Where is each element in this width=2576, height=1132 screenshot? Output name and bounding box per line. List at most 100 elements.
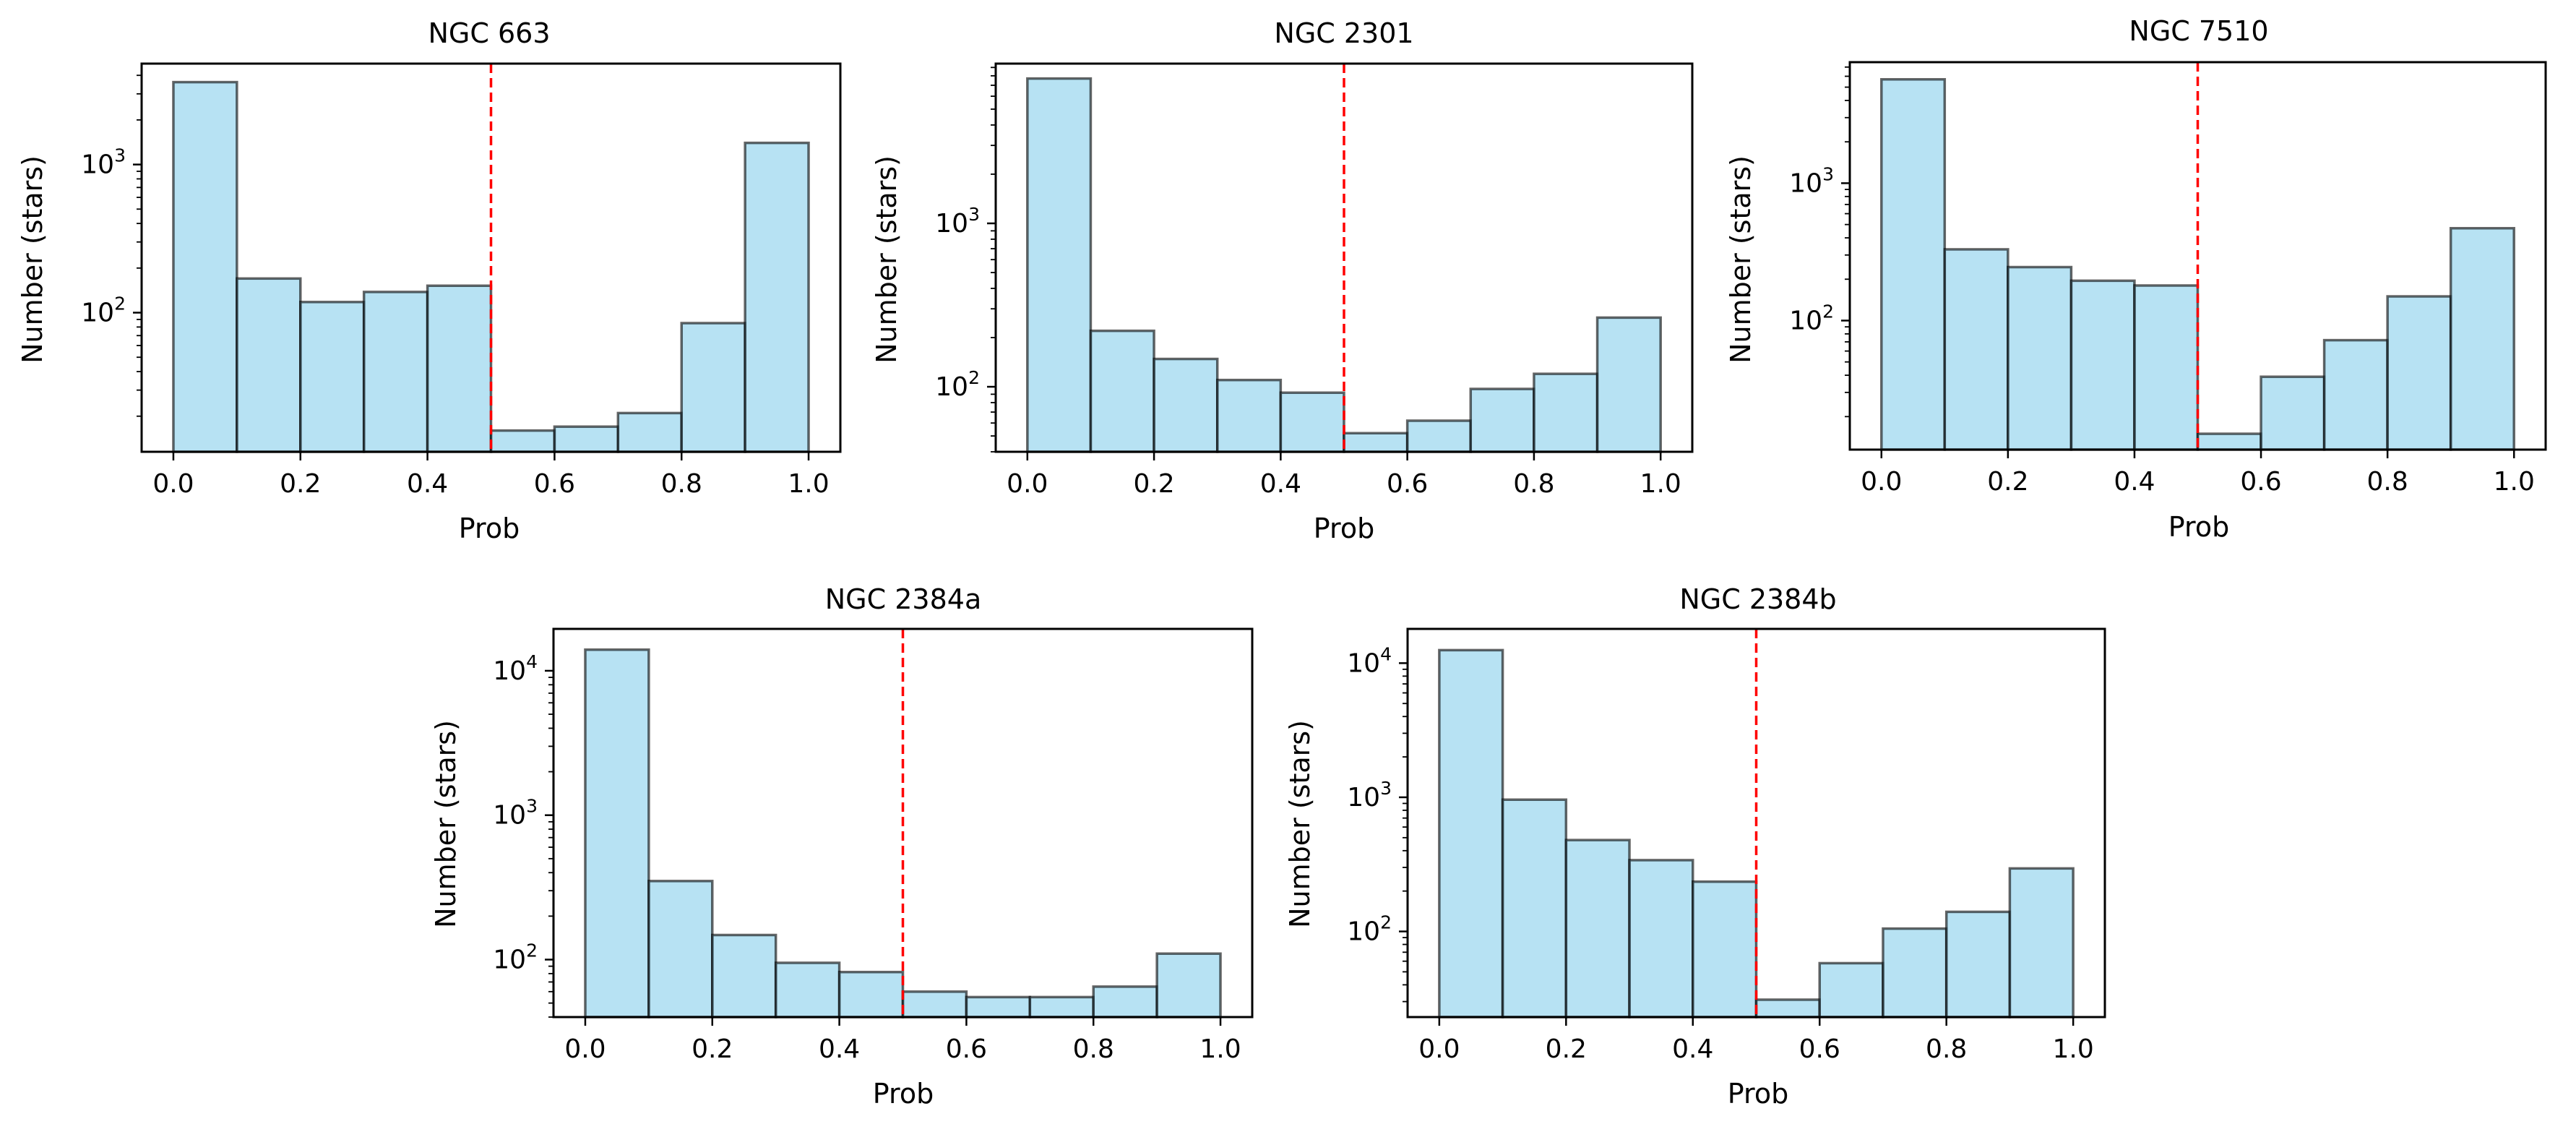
x-tick-label: 0.0	[152, 469, 194, 499]
panel-title: NGC 2384a	[825, 583, 981, 615]
x-tick-label: 0.0	[1007, 469, 1048, 499]
histogram-bar	[1028, 995, 1095, 1019]
y-tick-label: 102	[81, 293, 126, 328]
x-tick-label: 0.8	[1926, 1034, 1967, 1064]
y-tick-label: 103	[1789, 163, 1834, 198]
panel-title: NGC 663	[428, 17, 550, 49]
x-tick-label: 0.2	[280, 469, 321, 499]
histogram-bar	[1595, 316, 1662, 453]
histogram-bar	[2007, 265, 2073, 451]
x-tick-label: 0.6	[946, 1034, 987, 1064]
panel-title: NGC 2384b	[1679, 583, 1836, 615]
x-tick-label: 0.8	[1073, 1034, 1114, 1064]
y-axis-label: Number (stars)	[17, 155, 48, 364]
histogram-bar	[1343, 432, 1409, 453]
histogram-bar	[553, 425, 620, 453]
y-axis-label: Number (stars)	[1725, 155, 1757, 364]
histogram-bar	[837, 970, 905, 1019]
histogram-bar	[1438, 648, 1504, 1019]
x-tick-label: 0.8	[661, 469, 702, 499]
x-tick-label: 1.0	[2053, 1034, 2094, 1064]
y-tick-label: 102	[935, 367, 980, 402]
histogram-bar	[1501, 798, 1568, 1019]
y-tick-label: 103	[493, 796, 538, 831]
histogram-bar	[1469, 387, 1535, 453]
histogram-bar	[426, 284, 493, 453]
histogram-bar	[774, 961, 841, 1019]
histogram-bar	[616, 411, 683, 453]
x-tick-label: 0.8	[2367, 467, 2408, 497]
histogram-bar	[1754, 998, 1821, 1019]
histogram-bar	[1628, 859, 1694, 1019]
histogram-bar	[1153, 357, 1219, 453]
y-tick-label: 103	[81, 145, 126, 180]
panel-title: NGC 7510	[2129, 15, 2268, 47]
histogram-bar	[1818, 961, 1884, 1019]
y-axis-label: Number (stars)	[430, 720, 462, 928]
y-tick-label: 102	[1789, 301, 1834, 335]
x-axis-label: Prob	[459, 513, 520, 544]
panel-ngc-7510: NGC 7510 Prob Number (stars) 0.0 0.2 0.4 0.…	[1725, 15, 2547, 543]
x-axis-label: Prob	[1314, 513, 1374, 544]
histogram-bar	[744, 141, 810, 453]
panel-ngc-2301: NGC 2301 Prob Number (stars) 0.0 0.2 0.4 0.…	[871, 17, 1694, 544]
histogram-bar	[2069, 279, 2136, 451]
histogram-bar	[1944, 910, 2012, 1019]
histogram-bar	[901, 990, 968, 1019]
x-axis-label: Prob	[1728, 1078, 1788, 1110]
histogram-bar	[647, 880, 714, 1019]
y-tick-label: 104	[1347, 643, 1392, 678]
histogram-bar	[2196, 432, 2262, 451]
plot-frame	[994, 62, 1694, 453]
histogram-bar	[2133, 284, 2200, 451]
y-tick-label: 103	[935, 204, 980, 239]
histogram-bar	[362, 291, 429, 453]
y-tick-label: 103	[1347, 778, 1392, 812]
x-tick-label: 0.2	[692, 1034, 733, 1064]
histogram-bar	[1279, 391, 1345, 453]
y-tick-label: 104	[493, 651, 538, 686]
y-axis-label: Number (stars)	[871, 155, 903, 364]
histogram-bar	[1943, 248, 2009, 451]
x-tick-label: 0.4	[1672, 1034, 1713, 1064]
x-tick-label: 0.0	[1861, 467, 1902, 497]
plot-frame	[1848, 61, 2547, 451]
histogram-bar	[489, 429, 556, 453]
histogram-bar	[680, 322, 746, 453]
x-tick-label: 1.0	[1640, 469, 1681, 499]
histogram-bar	[711, 933, 777, 1019]
histogram-bar	[1880, 77, 1947, 451]
panel-title: NGC 2301	[1274, 17, 1413, 49]
y-tick-label: 102	[1347, 912, 1392, 947]
panel-ngc-2384b: NGC 2384b Prob Number (stars) 0.0 0.2 0.4 0…	[1284, 583, 2106, 1110]
histogram-bar	[1692, 880, 1758, 1019]
x-tick-label: 0.6	[534, 469, 575, 499]
histogram-bar	[1564, 839, 1631, 1019]
histogram-bar	[2260, 375, 2326, 451]
x-tick-label: 0.0	[1418, 1034, 1460, 1064]
histogram-bar	[584, 648, 650, 1019]
histogram-bar	[1155, 952, 1222, 1019]
x-tick-label: 0.2	[1546, 1034, 1587, 1064]
x-tick-label: 0.4	[2114, 467, 2155, 497]
x-tick-label: 0.6	[1387, 469, 1428, 499]
histogram-bar	[1026, 77, 1093, 453]
plot-frame	[552, 627, 1254, 1019]
histogram-bar	[1215, 378, 1283, 453]
histogram-bar	[172, 80, 238, 453]
x-tick-label: 0.0	[564, 1034, 606, 1064]
histogram-bar	[2386, 295, 2452, 451]
x-tick-label: 0.2	[1133, 469, 1174, 499]
histogram-bar	[236, 277, 302, 453]
histogram-bar	[965, 995, 1032, 1019]
x-tick-label: 0.6	[1799, 1034, 1840, 1064]
x-tick-label: 1.0	[1199, 1034, 1241, 1064]
x-tick-label: 0.2	[1987, 467, 2028, 497]
histogram-bar	[1882, 927, 1948, 1019]
plot-frame	[140, 62, 842, 453]
x-tick-label: 1.0	[788, 469, 829, 499]
x-tick-label: 0.6	[2240, 467, 2281, 497]
x-axis-label: Prob	[2168, 511, 2229, 543]
x-tick-label: 0.4	[1260, 469, 1301, 499]
histogram-bar	[1533, 372, 1599, 453]
